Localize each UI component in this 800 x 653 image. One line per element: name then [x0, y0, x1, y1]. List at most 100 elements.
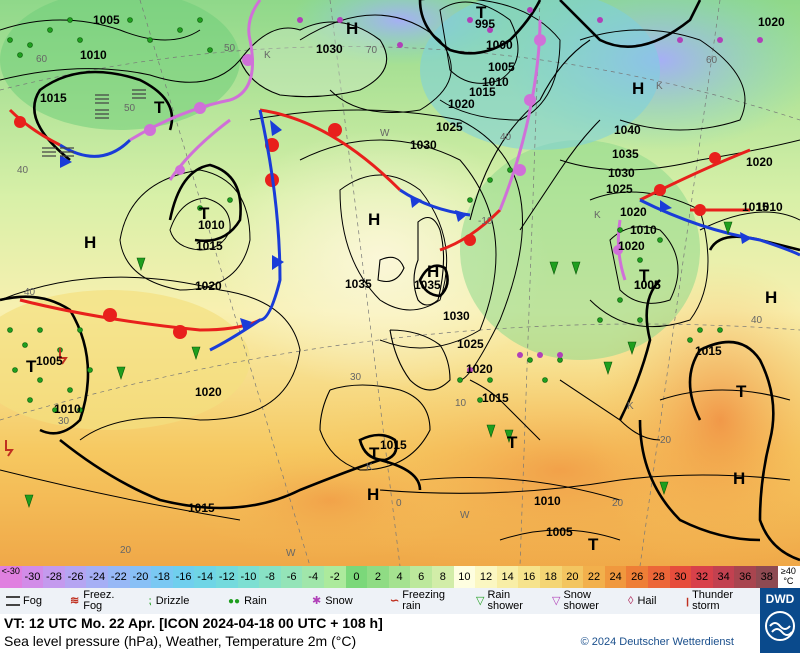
isotherm-label: 40 [24, 287, 36, 298]
low-marker: T [639, 266, 650, 285]
pressure-label: 1030 [410, 138, 437, 152]
temperature-scale: <-30 -30 -28 -26 -24 -22 -20 -18 -16 -14 -12 -10 -8-… [0, 566, 800, 588]
legend-item-fog: Fog [6, 588, 42, 614]
dwd-logo: DWD [760, 588, 800, 653]
legend-label: Fog [23, 594, 42, 607]
pressure-labels: 1005 1010 1015 1030 995 1000 1005 1010 1… [36, 13, 785, 539]
wind-label: K [627, 401, 634, 412]
isotherm-label: 20 [612, 498, 624, 509]
copyright: © 2024 Deutscher Wetterdienst [580, 636, 734, 648]
freezing-rain-icon: ∽ [390, 594, 400, 607]
rain-shower-icon: ▽ [476, 594, 485, 607]
low-marker: T [26, 357, 37, 376]
coastlines [239, 21, 791, 494]
scale-cell: -30 [21, 566, 44, 588]
pressure-label: 1005 [488, 60, 515, 74]
pressure-label: 1025 [606, 182, 633, 196]
wind-label: W [380, 128, 390, 139]
pressure-label: 995 [475, 17, 495, 31]
isotherm-label: 40 [17, 165, 29, 176]
snow-symbols [297, 7, 763, 373]
scale-cell: -10 [237, 566, 260, 588]
high-marker: H [765, 288, 777, 307]
chart-info: VT: 12 UTC Mo. 22 Apr. [ICON 2024-04-18 … [0, 614, 760, 653]
pressure-label: 1015 [40, 91, 67, 105]
chart-subtitle: Sea level pressure (hPa), Weather, Tempe… [4, 633, 357, 649]
pressure-label: 1030 [608, 166, 635, 180]
scale-cell: 20 [561, 566, 584, 588]
pressure-label: 1020 [746, 155, 773, 169]
pressure-label: 1015 [469, 85, 496, 99]
isotherm-label: 30 [350, 372, 362, 383]
scale-cell: 16 [518, 566, 540, 588]
scale-cell: 4 [388, 566, 411, 588]
scale-cell: -6 [280, 566, 303, 588]
pressure-label: 1015 [482, 391, 509, 405]
cold-front-symbols [60, 120, 752, 332]
pressure-label: 1005 [546, 525, 573, 539]
isotherm-label: 50 [124, 103, 136, 114]
legend-label: Snow shower [563, 589, 599, 612]
scale-cell: -18 [151, 566, 173, 588]
scale-cell: -26 [64, 566, 87, 588]
pressure-label: 1010 [630, 223, 657, 237]
legend-label: Hail [637, 594, 657, 607]
scale-cell: 34 [712, 566, 735, 588]
temperature-isoline-labels: 60 50 40 40 30 20 20 10 0 -10 40 50 60 7… [17, 43, 763, 556]
rain-symbols [7, 17, 723, 413]
isotherm-label: 10 [455, 398, 467, 409]
scale-cell: 26 [626, 566, 648, 588]
legend-item-snow: ✱ Snow [312, 588, 353, 614]
scale-cell: 14 [496, 566, 519, 588]
legend-item-freezing-fog: ≋ Freez. Fog [70, 588, 130, 614]
isotherm-label: 60 [706, 55, 718, 66]
scale-cell: -28 [43, 566, 65, 588]
scale-cell: 18 [540, 566, 562, 588]
scale-cell: 6 [410, 566, 432, 588]
scale-cell: 8 [432, 566, 454, 588]
pressure-label: 1020 [448, 97, 475, 111]
legend-item-freezing-rain: ∽ Freezing rain [390, 588, 462, 614]
legend-label: Rain shower [487, 589, 523, 612]
warm-fronts [8, 108, 751, 332]
isotherm-label: 40 [751, 315, 763, 326]
isotherm-label: 0 [396, 498, 402, 509]
scale-cell: 36 [734, 566, 756, 588]
scale-cell: 12 [475, 566, 497, 588]
low-marker: T [369, 444, 380, 463]
pressure-label: 1015 [742, 200, 769, 214]
scale-cell: -22 [108, 566, 130, 588]
pressure-label: 1010 [198, 218, 225, 232]
scale-cell: -4 [302, 566, 324, 588]
low-marker: T [476, 3, 487, 22]
pressure-label: 1015 [196, 239, 223, 253]
scale-cell: 38 [756, 566, 778, 588]
legend-label: Freez. Fog [83, 589, 115, 612]
pressure-label: 1025 [436, 120, 463, 134]
legend-label: Drizzle [155, 594, 190, 607]
wind-label: K [264, 50, 271, 61]
pressure-label: 1030 [316, 42, 343, 56]
pressure-label: 1040 [614, 123, 641, 137]
scale-cell: 28 [648, 566, 670, 588]
high-marker: H [367, 485, 379, 504]
legend-label: Freezing rain [402, 589, 446, 612]
fog-symbols [42, 89, 146, 157]
scale-cell: 22 [583, 566, 605, 588]
scale-cell: -14 [194, 566, 216, 588]
pressure-label: 1010 [756, 200, 783, 214]
low-marker: T [154, 98, 165, 117]
pressure-label: 1005 [634, 278, 661, 292]
isotherm-label: 40 [500, 132, 512, 143]
isotherm-label: 50 [224, 43, 236, 54]
legend-item-hail: ◊ Hail [628, 588, 656, 614]
legend-item-snow-shower: ▽ Snow shower [552, 588, 618, 614]
thunderstorm-icon: ꞁ [686, 594, 690, 607]
pressure-label: 1020 [758, 15, 785, 29]
pressure-label: 1035 [612, 147, 639, 161]
pressure-label: 1000 [486, 38, 513, 52]
wind-label: W [286, 548, 296, 559]
high-marker: H [632, 79, 644, 98]
pressure-label: 1010 [534, 494, 561, 508]
dwd-logo-emblem [765, 611, 795, 641]
